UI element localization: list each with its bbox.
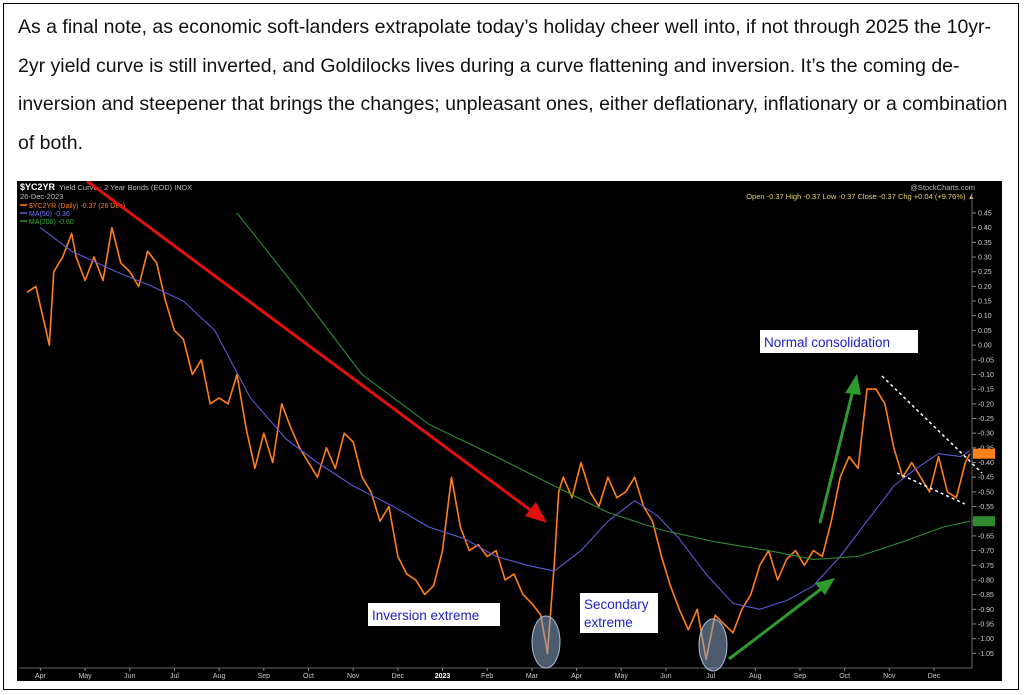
x-tick-label: Apr [35, 673, 47, 680]
consolidation-callout-box [760, 330, 918, 353]
x-tick-label: Jun [124, 673, 135, 680]
y-tick-label: -1.00 [978, 636, 994, 643]
content-frame [3, 3, 1019, 690]
y-tick-label: -0.45 [978, 475, 994, 482]
yield-curve-chart: $YC2YR Yield Curve - 2 Year Bonds (EOD) … [17, 181, 1002, 681]
secondary-extreme-circle [698, 618, 728, 672]
series-line-ma-200 [236, 212, 970, 560]
x-tick-label: Dec [392, 673, 405, 680]
x-tick-label: May [615, 673, 629, 680]
x-tick-label: May [78, 673, 92, 680]
x-tick-label: Feb [481, 673, 493, 680]
y-tick-label: -0.65 [978, 533, 994, 540]
inversion-callout-text: Inversion extreme [372, 608, 479, 623]
y-tick-label: 0.05 [978, 328, 992, 335]
y-tick-label: -0.05 [978, 357, 994, 364]
y-tick-label: -0.85 [978, 592, 994, 599]
consolidation-callout-text: Normal consolidation [764, 335, 890, 350]
x-tick-label: Nov [883, 673, 896, 680]
x-tick-label: Nov [347, 673, 360, 680]
chart-svg: $YC2YR Yield Curve - 2 Year Bonds (EOD) … [19, 181, 995, 680]
y-tick-label: 0.10 [978, 313, 992, 320]
annotation-layer: Inversion extreme Secondary extreme Norm… [86, 181, 983, 672]
secondary-callout-text-2: extreme [584, 615, 633, 630]
x-tick-label: 2023 [435, 673, 451, 680]
x-tick-label: Aug [749, 673, 762, 680]
y-tick-label: 0.15 [978, 299, 992, 306]
y-tick-label: -0.15 [978, 387, 994, 394]
y-tick-label: 0.25 [978, 269, 992, 276]
chart-symbol: $YC2YR [20, 182, 56, 192]
legend-ma200: MA(200) -0.60 [29, 219, 74, 226]
series-line-ma-50 [40, 227, 971, 610]
green-arrowhead-2 [815, 578, 835, 595]
x-tick-label: Dec [928, 673, 941, 680]
x-tick-label: Apr [571, 673, 583, 680]
chart-source: @StockCharts.com [910, 183, 975, 192]
y-tick-label: 0.30 [978, 255, 992, 262]
green-arrowhead-1 [845, 374, 861, 395]
x-tick-label: Sep [794, 673, 807, 680]
x-tick-label: Jun [660, 673, 671, 680]
x-tick-label: Jul [170, 673, 179, 680]
x-tick-label: Oct [839, 673, 850, 680]
y-tick-label: 0.20 [978, 284, 992, 291]
y-tick-label: -0.90 [978, 607, 994, 614]
x-tick-label: Jul [706, 673, 715, 680]
y-tick-label: 0.35 [978, 240, 992, 247]
y-tick-label: 0.00 [978, 343, 992, 350]
inversion-callout-box [368, 603, 500, 626]
green-arrow-1 [818, 385, 856, 524]
x-axis: Apr May Jun Jul Aug Sep Oct Nov Dec 2023 Feb Mar Apr… [19, 667, 972, 680]
y-tick-label: -0.70 [978, 548, 994, 555]
chart-name: Yield Curve - 2 Year Bonds (EOD) INDX [59, 183, 192, 192]
x-tick-label: Sep [258, 673, 271, 680]
y-tick-label: -0.55 [978, 504, 994, 511]
y-tick-label: -0.75 [978, 563, 994, 570]
red-downtrend-arrow [86, 181, 538, 517]
secondary-callout-box [580, 593, 658, 633]
consolidation-upper-line [881, 375, 983, 474]
consolidation-lower-line [896, 472, 966, 505]
legend-price: $YC2YR (Daily) -0.37 (26 Dec) [29, 203, 125, 210]
note-paragraph: As a final note, as economic soft-lander… [18, 16, 1008, 154]
y-tick-label: -0.50 [978, 489, 994, 496]
y-tick-label: -0.20 [978, 401, 994, 408]
y-tick-label: 0.40 [978, 225, 992, 232]
series-line-yc2yr-daily [26, 226, 971, 661]
price-value-badge [973, 448, 995, 459]
y-tick-label: -0.40 [978, 460, 994, 467]
y-tick-label: -0.30 [978, 431, 994, 438]
y-tick-label: -0.80 [978, 577, 994, 584]
y-tick-label: -0.25 [978, 416, 994, 423]
ma200-value-badge [973, 516, 995, 527]
series-layer [26, 212, 971, 661]
y-tick-label: -1.05 [978, 651, 994, 658]
inversion-extreme-circle [531, 615, 561, 669]
chart-date: 26-Dec-2023 [20, 192, 63, 201]
secondary-callout-text-1: Secondary [584, 597, 649, 612]
y-tick-label: -0.10 [978, 372, 994, 379]
y-axis: 0.45 0.40 0.35 0.30 0.25 0.20 0.15 0.10 0.05 0.00… [971, 193, 995, 668]
y-tick-label: 0.45 [978, 211, 992, 218]
x-tick-label: Aug [213, 673, 226, 680]
x-tick-label: Mar [526, 673, 539, 680]
green-arrow-2 [728, 584, 826, 661]
chart-ohlc: Open -0.37 High -0.37 Low -0.37 Close -0… [746, 192, 975, 201]
legend-ma50: MA(50) -0.36 [29, 211, 70, 218]
y-tick-label: -0.95 [978, 621, 994, 628]
red-arrowhead [525, 502, 547, 523]
x-tick-label: Oct [303, 673, 314, 680]
